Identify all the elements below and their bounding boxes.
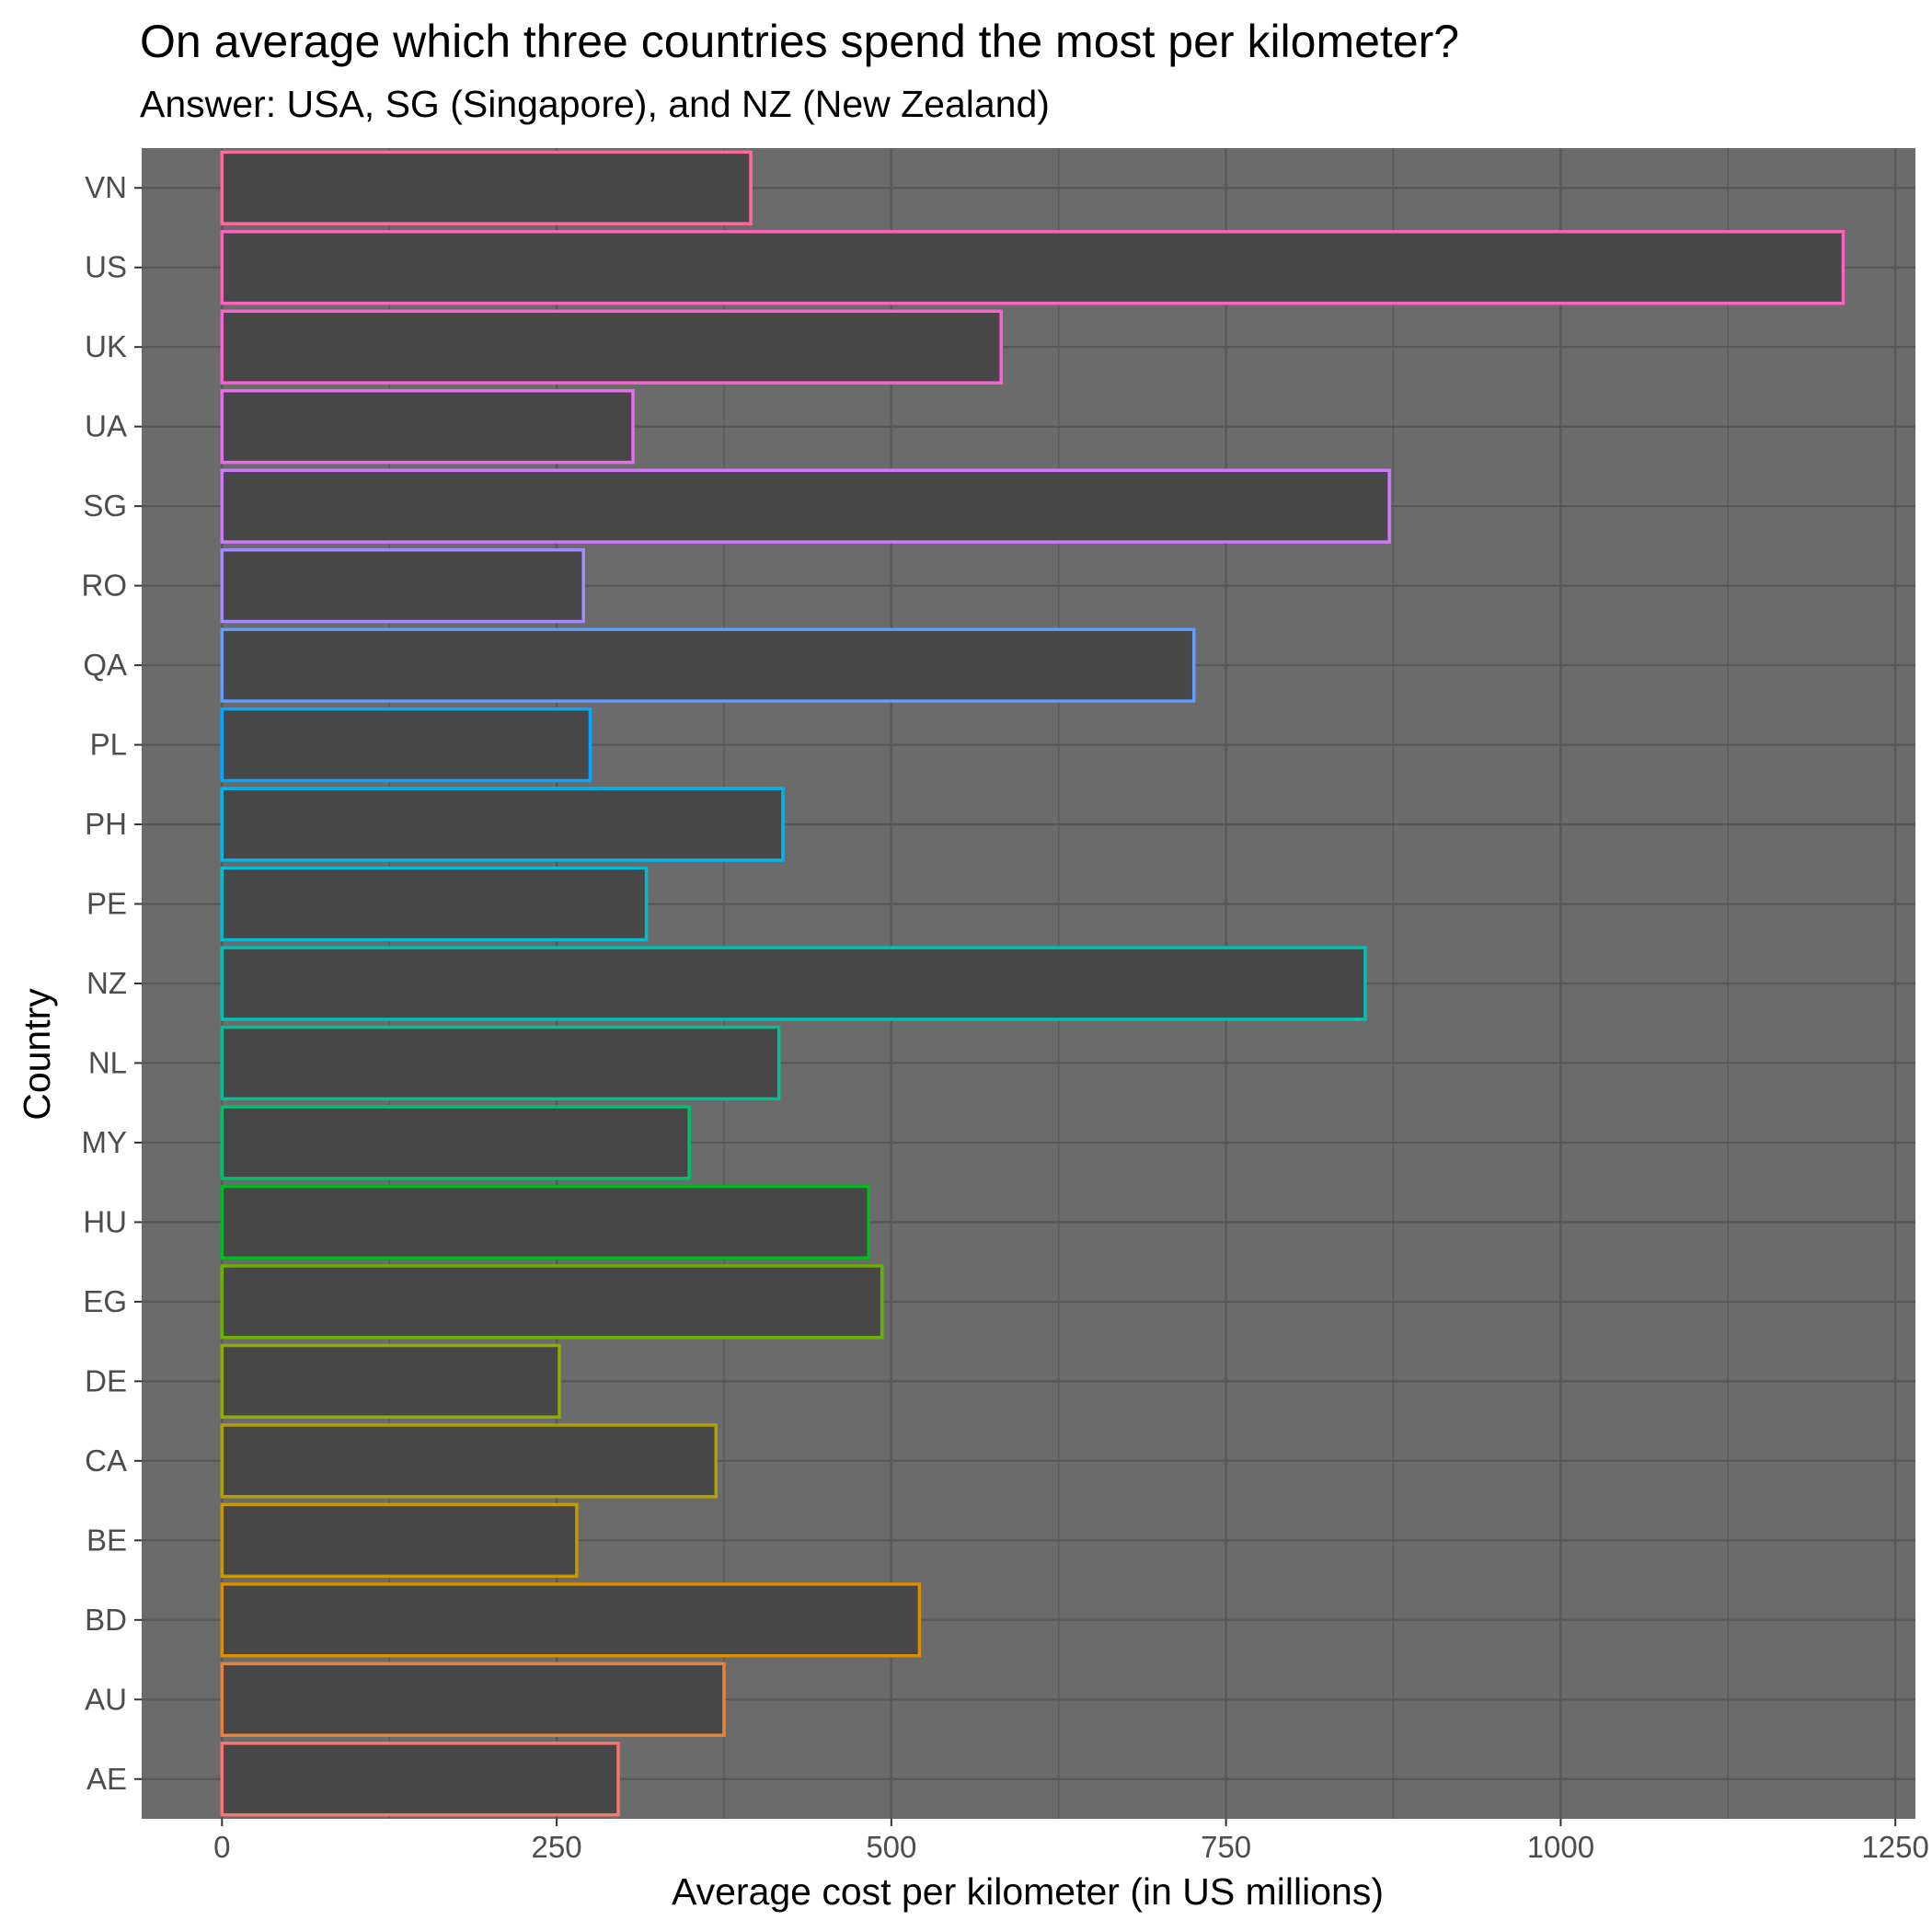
x-tick-label: 750 [1201,1830,1251,1864]
y-tick-label: RO [82,569,128,603]
y-tick-label: CA [85,1443,127,1478]
bar-de [220,1343,561,1420]
bar-vn [220,150,753,225]
bar-ph [220,787,785,862]
y-tick-label: US [85,250,127,284]
bar-eg [220,1264,884,1340]
y-tick-label: UK [85,329,127,363]
chart-subtitle: Answer: USA, SG (Singapore), and NZ (New… [140,83,1050,125]
y-tick-label: QA [83,648,127,682]
bar-be [220,1502,579,1578]
bar-pl [220,707,592,783]
bar-nl [220,1025,781,1101]
y-tick-label: SG [83,489,127,523]
chart-title: On average which three countries spend t… [140,16,1459,67]
y-tick-label: DE [85,1363,127,1397]
bar-ca [220,1423,718,1499]
y-tick-label: MY [82,1125,128,1159]
x-axis-title: Average cost per kilometer (in US millio… [672,1870,1384,1913]
y-tick-label: NZ [86,966,127,1000]
y-tick-label: VN [85,170,127,204]
bar-us [220,230,1846,305]
y-axis: AE AU BD BE CA DE EG HU MY NL NZ PE PH PL QA RO SG UA UK US… [82,170,142,1796]
y-tick-label: AE [86,1762,127,1796]
y-tick-label: NL [88,1045,127,1079]
y-tick-label: PL [90,728,127,762]
y-tick-label: BD [85,1603,127,1637]
bar-hu [220,1184,870,1260]
x-tick-label: 1250 [1861,1830,1928,1864]
y-tick-label: PE [86,887,127,921]
bar-pe [220,866,649,942]
y-tick-label: BE [86,1523,127,1557]
x-tick-label: 0 [213,1830,230,1864]
bar-ro [220,547,585,624]
bar-uk [220,309,1003,385]
bar-au [220,1662,726,1737]
bar-ua [220,389,635,465]
x-tick-label: 1000 [1527,1830,1594,1864]
x-tick-label: 500 [866,1830,916,1864]
bar-my [220,1105,691,1180]
y-tick-label: AU [85,1682,127,1716]
y-tick-label: HU [83,1204,127,1238]
bar-qa [220,627,1196,703]
y-tick-label: PH [85,807,127,841]
bar-bd [220,1582,922,1658]
y-axis-title: Country [16,988,58,1121]
x-axis: 0 250 500 750 1000 1250 [213,1819,1929,1864]
bars [220,150,1846,1817]
y-tick-label: UA [85,409,127,443]
bar-nz [220,946,1367,1021]
y-tick-label: EG [83,1284,127,1318]
bar-sg [220,468,1391,544]
bar-ae [220,1742,620,1817]
x-tick-label: 250 [532,1830,582,1864]
